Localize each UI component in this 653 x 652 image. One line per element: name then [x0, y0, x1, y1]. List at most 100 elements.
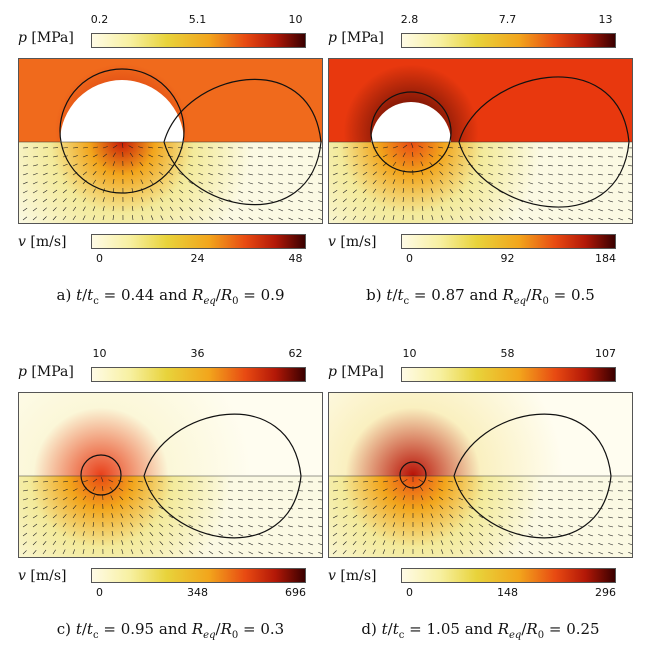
colorbar-tick-label: 62	[288, 347, 302, 360]
colorbar-tick-label: 348	[187, 586, 208, 599]
colorbar-unit: [m/s]	[340, 568, 376, 584]
radius-ratio: 0.9	[261, 286, 285, 304]
colorbar-symbol: v	[328, 568, 336, 584]
caption-conjunction: and	[465, 620, 493, 638]
colorbar-tick-label: 0.2	[91, 13, 109, 26]
symbol-eq: =	[243, 286, 256, 304]
symbol-t: t	[76, 620, 82, 638]
symbol-tc-sub: c	[93, 296, 99, 307]
pressure-colorbar-label: p [MPa]	[18, 364, 74, 380]
symbol-r0-sub: 0	[232, 630, 238, 641]
panel-caption: a) t/tc = 0.44 and Req/R0 = 0.9	[18, 286, 323, 307]
colorbar-unit: [m/s]	[30, 568, 66, 584]
colorbar-tick-label: 2.8	[401, 13, 419, 26]
colorbar-unit: [MPa]	[341, 30, 383, 46]
symbol-req-sub: eq	[509, 630, 521, 641]
velocity-colorbar-ticks: 0 148 296	[401, 586, 614, 600]
colorbar-tick-label: 296	[595, 586, 616, 599]
symbol-t: t	[382, 620, 388, 638]
colorbar-tick-label: 7.7	[499, 13, 517, 26]
radius-ratio: 0.3	[260, 620, 284, 638]
caption-conjunction: and	[159, 286, 187, 304]
symbol-t: t	[76, 286, 82, 304]
panel-caption: c) t/tc = 0.95 and Req/R0 = 0.3	[18, 620, 323, 641]
symbol-eq: =	[549, 620, 562, 638]
colorbar-tick-label: 10	[403, 347, 417, 360]
symbol-r0-sub: 0	[538, 630, 544, 641]
panel-caption: b) t/tc = 0.87 and Req/R0 = 0.5	[328, 286, 633, 307]
colorbar-tick-label: 5.1	[189, 13, 207, 26]
colorbar-tick-label: 0	[96, 252, 103, 265]
symbol-req-sub: eq	[203, 630, 215, 641]
colorbar-tick-label: 13	[598, 13, 612, 26]
symbol-eq: =	[104, 286, 117, 304]
colorbar-tick-label: 0	[406, 252, 413, 265]
field-plot	[328, 392, 633, 558]
field-plot	[328, 58, 633, 224]
radius-ratio: 0.25	[566, 620, 599, 638]
velocity-colorbar-gradient	[91, 568, 306, 583]
symbol-eq: =	[243, 620, 256, 638]
pressure-field	[329, 393, 633, 476]
colorbar-symbol: v	[18, 568, 26, 584]
caption-label: b)	[366, 286, 381, 304]
colorbar-tick-label: 36	[191, 347, 205, 360]
caption-conjunction: and	[469, 286, 497, 304]
velocity-colorbar: v [m/s] 0 92 184	[328, 230, 633, 270]
pressure-colorbar-gradient	[401, 367, 616, 382]
pressure-colorbar-gradient	[91, 367, 306, 382]
panel-caption: d) t/tc = 1.05 and Req/R0 = 0.25	[328, 620, 633, 641]
time-ratio: 0.87	[431, 286, 464, 304]
field-plot	[18, 58, 323, 224]
symbol-tc-sub: c	[399, 630, 405, 641]
colorbar-tick-label: 10	[93, 347, 107, 360]
velocity-colorbar-ticks: 0 92 184	[401, 252, 614, 266]
symbol-r0-sub: 0	[542, 296, 548, 307]
symbol-r0: R	[221, 620, 232, 638]
colorbar-tick-label: 184	[595, 252, 616, 265]
caption-conjunction: and	[159, 620, 187, 638]
colorbar-tick-label: 696	[285, 586, 306, 599]
colorbar-tick-label: 0	[406, 586, 413, 599]
symbol-eq: =	[554, 286, 567, 304]
pressure-colorbar-ticks: 2.8 7.7 13	[401, 13, 614, 27]
pressure-colorbar-label: p [MPa]	[328, 30, 384, 46]
panel-b: p [MPa] 2.8 7.7 13 v [m/s] 0 92 184 b) t/tc = 0.…	[328, 8, 633, 318]
pressure-colorbar-gradient	[401, 33, 616, 48]
colorbar-tick-label: 0	[96, 586, 103, 599]
symbol-r0: R	[531, 286, 542, 304]
symbol-req: R	[498, 620, 509, 638]
velocity-colorbar-label: v [m/s]	[328, 234, 376, 250]
velocity-colorbar-ticks: 0 348 696	[91, 586, 304, 600]
time-ratio: 1.05	[427, 620, 460, 638]
velocity-colorbar-label: v [m/s]	[18, 234, 66, 250]
symbol-req: R	[192, 620, 203, 638]
pressure-colorbar-label: p [MPa]	[328, 364, 384, 380]
symbol-r0: R	[526, 620, 537, 638]
caption-label: c)	[57, 620, 71, 638]
colorbar-tick-label: 48	[288, 252, 302, 265]
colorbar-unit: [m/s]	[30, 234, 66, 250]
symbol-r0: R	[221, 286, 232, 304]
colorbar-unit: [MPa]	[31, 364, 73, 380]
pressure-colorbar-ticks: 10 36 62	[91, 347, 304, 361]
colorbar-symbol: v	[18, 234, 26, 250]
colorbar-symbol: p	[18, 30, 27, 46]
time-ratio: 0.44	[121, 286, 154, 304]
pressure-colorbar: p [MPa] 10 36 62	[18, 342, 323, 382]
symbol-r0-sub: 0	[232, 296, 238, 307]
colorbar-tick-label: 92	[501, 252, 515, 265]
velocity-colorbar-label: v [m/s]	[328, 568, 376, 584]
symbol-eq: =	[414, 286, 427, 304]
colorbar-symbol: p	[328, 364, 337, 380]
symbol-t: t	[386, 286, 392, 304]
colorbar-tick-label: 148	[497, 586, 518, 599]
caption-label: a)	[57, 286, 72, 304]
colorbar-tick-label: 58	[501, 347, 515, 360]
